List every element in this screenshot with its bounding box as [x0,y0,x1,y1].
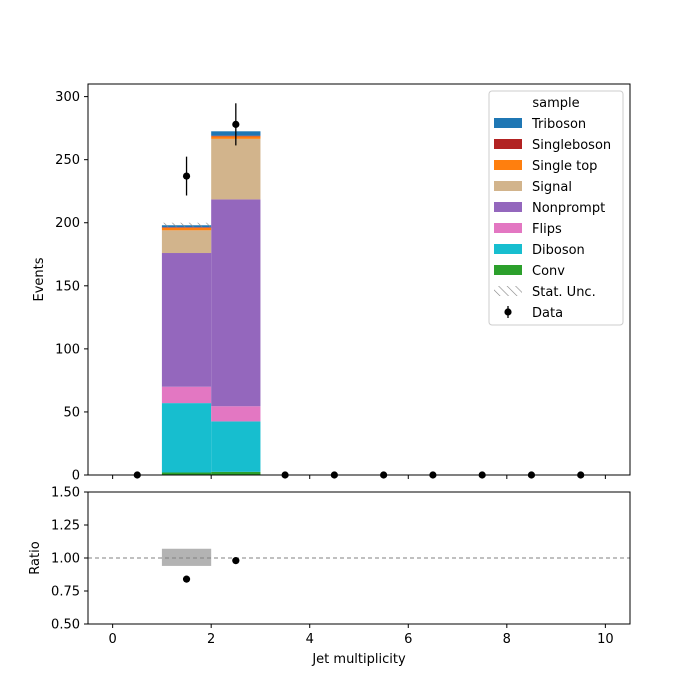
legend-swatch-diboson [494,244,522,254]
main-frame [87,83,631,476]
ratio-x-tick-label-2: 2 [207,632,215,647]
ratio-x-tick-label-10: 10 [597,632,614,647]
legend-label-single-top: Single top [532,159,597,174]
bar-conv-1 [211,471,261,475]
bar-flips-0 [161,386,212,404]
legend: sample Triboson Singleboson Single top Signa… [488,90,624,326]
legend-swatch-conv [494,265,522,275]
y-tick-label-50: 50 [63,405,80,420]
bar-single-top-0 [161,227,212,231]
y-tick-label-250: 250 [55,153,80,168]
bar-diboson-0 [161,403,212,473]
y-tick-label-200: 200 [55,216,80,231]
ratio-point-1 [232,557,240,565]
bar-signal-0 [161,230,212,254]
ratio-y-axis-label: Ratio [28,541,43,574]
legend-marker-data [504,308,512,316]
bar-nonprompt-1 [211,199,261,407]
data-point-1 [182,172,191,180]
ratio-plot: 0.50 0.75 1.00 1.25 1.50 0 2 4 6 8 10 Ratio Jet mult… [28,486,631,667]
ratio-x-tick-label-8: 8 [503,632,511,647]
ratio-point-0 [182,575,191,583]
x-axis-label: Jet multiplicity [311,652,406,667]
y-tick-label-0: 0 [72,469,80,484]
legend-swatch-single-top [494,160,522,170]
legend-swatch-triboson [494,118,522,128]
ratio-x-tick-label-4: 4 [306,632,314,647]
legend-swatch-singleboson [494,139,522,149]
ratio-y-tick-label-0.50: 0.50 [51,618,80,633]
bar-flips-1 [211,406,261,422]
legend-swatch-flips [494,223,522,233]
legend-label-diboson: Diboson [532,243,585,258]
ratio-x-tick-label-6: 6 [404,632,412,647]
bar-diboson-1 [211,421,261,472]
legend-label-triboson: Triboson [531,117,586,132]
legend-swatch-stat-unc- [494,286,522,296]
legend-box [488,90,624,326]
main-y-axis-label: Events [32,257,47,301]
legend-label-conv: Conv [532,264,565,279]
ratio-x-tick-label-0: 0 [108,632,116,647]
bar-conv-0 [161,472,212,475]
y-tick-label-100: 100 [55,342,80,357]
ratio-y-tick-label-0.75: 0.75 [51,585,80,600]
data-point-2 [232,120,240,128]
stat-unc-band-0 [161,222,212,228]
legend-label-signal: Signal [532,180,572,195]
legend-label-singleboson: Singleboson [532,138,611,153]
ratio-y-tick-label-1.50: 1.50 [51,486,80,501]
legend-swatch-signal [494,181,522,191]
legend-label-nonprompt: Nonprompt [532,201,605,216]
bar-nonprompt-0 [161,253,212,387]
y-tick-label-150: 150 [55,279,80,294]
legend-title: sample [532,96,579,111]
legend-swatch-nonprompt [494,202,522,212]
legend-label-flips: Flips [532,222,562,237]
legend-label-stat-unc-: Stat. Unc. [532,285,596,300]
ratio-y-tick-label-1.00: 1.00 [51,552,80,567]
legend-label-data: Data [532,306,563,321]
ratio-y-tick-label-1.25: 1.25 [51,519,80,534]
main-plot: 0 50 100 150 200 250 300 Events [32,83,631,484]
ratio-unc-band-0 [161,548,212,566]
y-tick-label-300: 300 [55,90,80,105]
bar-signal-1 [211,138,261,200]
